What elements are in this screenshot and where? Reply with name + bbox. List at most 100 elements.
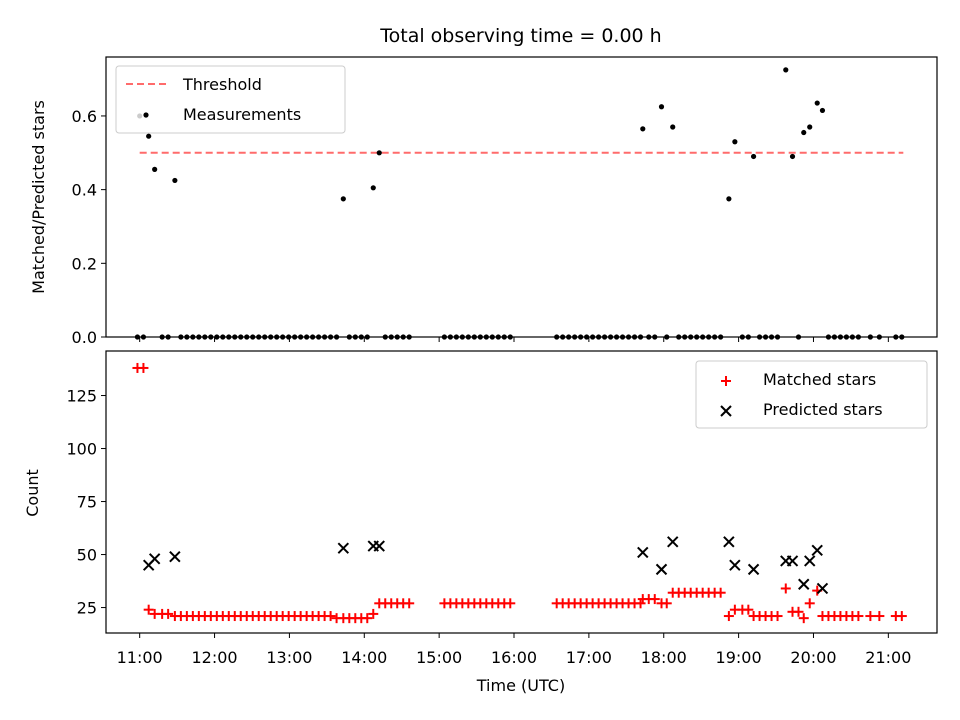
bottom-panel: 25 50 75 100 125 11:00 12:00 13:00 14:00 15:00 16… <box>23 350 938 695</box>
bottom-legend-box <box>695 360 928 429</box>
matched-star-marker <box>793 606 804 617</box>
measurement-point <box>146 133 152 139</box>
matched-star-marker <box>896 611 907 622</box>
matched-star-marker <box>743 604 754 615</box>
matched-star-marker <box>661 598 672 609</box>
matched-star-marker <box>325 611 336 622</box>
predicted-star-marker <box>169 550 181 563</box>
measurement-point <box>814 100 820 106</box>
matched-legend-label: Matched stars <box>763 370 876 389</box>
bottom-y-tick-label: 75 <box>77 493 97 512</box>
bottom-y-tick-label: 50 <box>77 546 97 565</box>
top-y-tick-label: 0.2 <box>72 254 97 273</box>
predicted-star-marker <box>637 546 649 559</box>
measurement-point <box>376 150 382 156</box>
x-tick-label: 15:00 <box>416 648 462 667</box>
top-y-tick-label: 0.4 <box>72 181 97 200</box>
x-tick-label: 18:00 <box>641 648 687 667</box>
top-legend: Threshold Measurements <box>115 65 346 134</box>
matched-star-marker <box>649 594 660 605</box>
measurement-point <box>658 104 665 110</box>
bottom-y-ticks: 25 50 75 100 125 <box>66 387 106 618</box>
matched-legend-swatch <box>721 376 731 386</box>
predicted-legend-label: Predicted stars <box>763 400 883 419</box>
predicted-star-marker <box>655 563 668 576</box>
predicted-legend-swatch <box>720 405 732 417</box>
measurement-point <box>819 107 826 114</box>
bottom-legend: Matched stars Predicted stars <box>695 360 928 429</box>
top-plot-area <box>134 67 905 340</box>
measurement-point <box>726 196 732 202</box>
matched-star-marker <box>505 598 516 609</box>
matched-star-marker <box>138 362 149 373</box>
matched-star-marker <box>163 608 174 619</box>
predicted-star-marker <box>729 559 741 571</box>
matched-star-marker <box>853 611 864 622</box>
measurement-point <box>783 67 789 73</box>
matched-star-marker <box>772 611 783 622</box>
matched-star-marker <box>362 613 373 624</box>
top-y-axis-label: Matched/Predicted stars <box>29 100 48 294</box>
matched-star-marker <box>368 608 379 619</box>
bottom-y-tick-label: 100 <box>66 440 97 459</box>
x-tick-label: 19:00 <box>716 648 762 667</box>
measurement-point <box>807 124 813 130</box>
predicted-star-marker <box>816 582 829 595</box>
x-axis-label: Time (UTC) <box>476 676 565 695</box>
matched-star-marker <box>723 611 734 622</box>
bottom-x-ticks: 11:00 12:00 13:00 14:00 15:00 16:00 17:00 18:00… <box>117 633 911 667</box>
predicted-star-marker <box>786 555 799 567</box>
x-tick-label: 13:00 <box>266 648 312 667</box>
matched-star-marker <box>874 611 885 622</box>
measurement-point <box>640 126 646 132</box>
top-panel-frame <box>105 56 938 338</box>
bottom-plot-area <box>132 362 907 624</box>
measurement-point <box>801 129 807 136</box>
top-x-ticks <box>139 337 889 342</box>
measurement-point <box>370 185 376 191</box>
matched-star-marker <box>865 611 876 622</box>
x-tick-label: 17:00 <box>566 648 612 667</box>
predicted-star-marker <box>667 536 679 548</box>
threshold-legend-label: Threshold <box>182 75 262 94</box>
measurement-point <box>172 177 178 184</box>
matched-star-marker <box>804 598 815 609</box>
measurement-point <box>732 139 738 145</box>
predicted-star-marker <box>804 555 816 567</box>
matched-star-marker <box>780 583 791 594</box>
predicted-star-marker <box>148 553 161 565</box>
x-tick-label: 11:00 <box>117 648 163 667</box>
predicted-star-marker <box>337 542 350 554</box>
bottom-panel-frame <box>105 350 938 634</box>
measurement-point <box>750 153 757 160</box>
chart-title: Total observing time = 0.00 h <box>379 25 661 47</box>
top-legend-box <box>115 65 346 134</box>
matched-star-marker <box>143 604 154 615</box>
matched-star-marker <box>715 587 726 598</box>
predicted-star-marker <box>811 544 823 557</box>
x-tick-label: 21:00 <box>865 648 911 667</box>
measurements-legend-swatch <box>143 112 149 118</box>
measurement-point <box>152 166 158 172</box>
predicted-star-marker <box>798 578 810 590</box>
predicted-star-marker <box>747 563 760 576</box>
top-panel: 0.0 0.2 0.4 0.6 Matched/Predicted stars Thr… <box>29 56 938 347</box>
measurement-point <box>670 124 676 130</box>
x-tick-label: 12:00 <box>191 648 237 667</box>
bottom-y-axis-label: Count <box>23 469 42 517</box>
x-tick-label: 14:00 <box>341 648 387 667</box>
top-y-ticks: 0.0 0.2 0.4 0.6 <box>72 107 106 347</box>
top-y-tick-label: 0.6 <box>72 107 97 126</box>
predicted-star-marker <box>373 540 385 552</box>
measurement-point <box>789 153 796 160</box>
bottom-y-tick-label: 125 <box>66 387 97 406</box>
top-y-tick-label: 0.0 <box>72 328 97 347</box>
x-tick-label: 16:00 <box>491 648 537 667</box>
x-tick-label: 20:00 <box>790 648 836 667</box>
measurement-point <box>340 196 346 202</box>
bottom-y-tick-label: 25 <box>77 599 97 618</box>
matched-star-marker <box>798 613 809 624</box>
matched-star-marker <box>404 598 415 609</box>
predicted-star-marker <box>723 536 735 548</box>
